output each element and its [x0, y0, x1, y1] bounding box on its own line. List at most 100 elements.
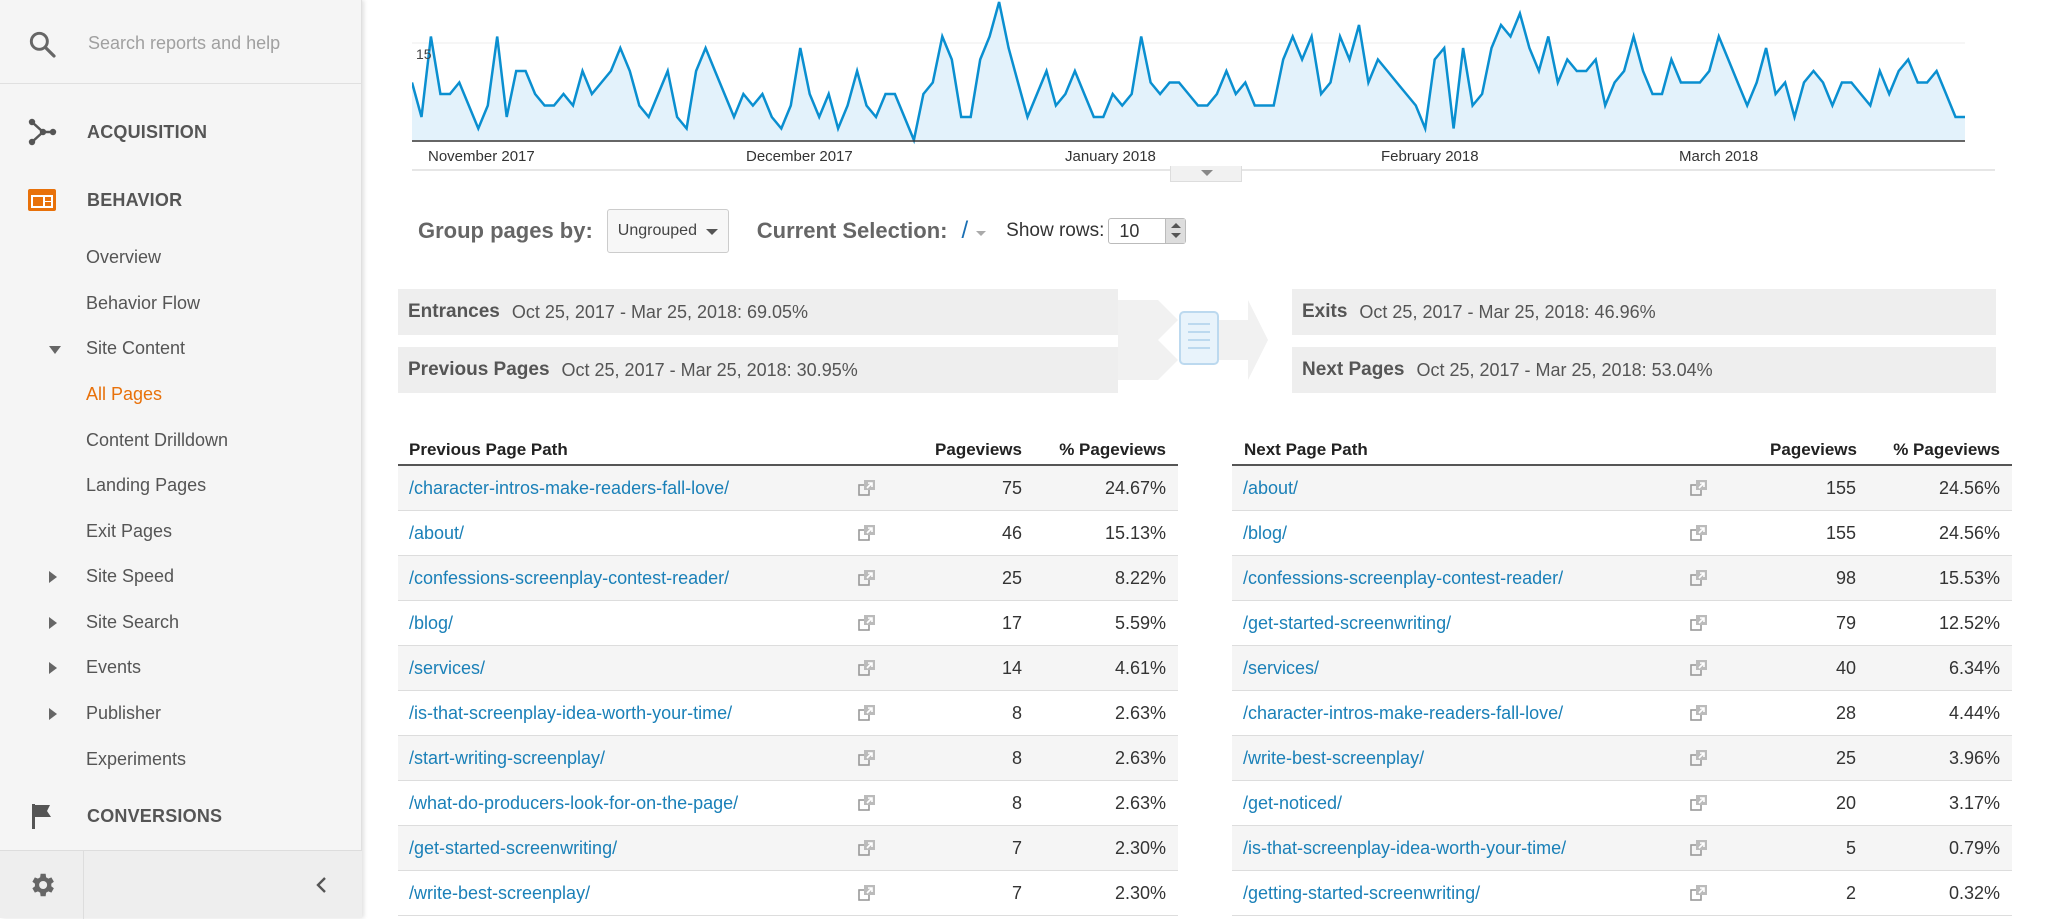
- search-input[interactable]: [88, 26, 338, 60]
- nav-site-speed[interactable]: Site Speed: [86, 566, 175, 586]
- table-row: /character-intros-make-readers-fall-love…: [1232, 691, 2012, 736]
- open-external-icon[interactable]: [858, 614, 876, 632]
- page-path-link[interactable]: /about/: [409, 523, 465, 543]
- page-path-link[interactable]: /write-best-screenplay/: [409, 883, 591, 903]
- pct-pageviews-value: 3.96%: [1948, 748, 2000, 768]
- x-tick-label: March 2018: [1679, 148, 1758, 165]
- chart-collapse-toggle[interactable]: [1170, 166, 1242, 182]
- col-pct-pageviews[interactable]: % Pageviews: [1893, 440, 2000, 459]
- open-external-icon[interactable]: [858, 749, 876, 767]
- page-path-link[interactable]: /character-intros-make-readers-fall-love…: [1243, 703, 1564, 723]
- pct-pageviews-value: 6.34%: [1948, 658, 2000, 678]
- pageviews-value: 14: [1001, 658, 1022, 678]
- open-external-icon[interactable]: [1690, 794, 1708, 812]
- table-row: /confessions-screenplay-contest-reader/2…: [398, 556, 1178, 601]
- show-rows-select[interactable]: 10: [1108, 218, 1187, 244]
- col-previous-page-path[interactable]: Previous Page Path: [409, 440, 568, 459]
- nav-publisher[interactable]: Publisher: [86, 703, 162, 723]
- previous-pages-value: Oct 25, 2017 - Mar 25, 2018: 30.95%: [561, 359, 858, 380]
- pageviews-value: 46: [1001, 523, 1022, 543]
- search-icon[interactable]: [26, 28, 58, 60]
- table-row: /about/46 15.13%: [398, 511, 1178, 556]
- page-path-link[interactable]: /get-noticed/: [1243, 793, 1343, 813]
- open-external-icon[interactable]: [858, 704, 876, 722]
- open-external-icon[interactable]: [858, 524, 876, 542]
- nav-content-drilldown[interactable]: Content Drilldown: [86, 430, 229, 450]
- open-external-icon[interactable]: [858, 839, 876, 857]
- page-path-link[interactable]: /get-started-screenwriting/: [1243, 613, 1452, 633]
- page-path-link[interactable]: /services/: [1243, 658, 1320, 678]
- nav-exit-pages[interactable]: Exit Pages: [86, 521, 173, 541]
- expand-site-speed-icon[interactable]: [49, 571, 57, 583]
- nav-acquisition[interactable]: ACQUISITION: [0, 107, 362, 157]
- table-row: /write-best-screenplay/7 2.30%: [398, 871, 1178, 916]
- pct-pageviews-value: 2.30%: [1114, 838, 1166, 858]
- flag-icon: [32, 804, 51, 829]
- open-external-icon[interactable]: [1690, 479, 1708, 497]
- pageviews-value: 25: [1835, 748, 1856, 768]
- col-next-page-path[interactable]: Next Page Path: [1244, 440, 1368, 459]
- open-external-icon[interactable]: [1690, 884, 1708, 902]
- expand-publisher-icon[interactable]: [49, 708, 57, 720]
- open-external-icon[interactable]: [1690, 839, 1708, 857]
- expand-events-icon[interactable]: [49, 662, 57, 674]
- next-pages-box: Next Pages Oct 25, 2017 - Mar 25, 2018: …: [1292, 347, 1996, 393]
- page-path-link[interactable]: /write-best-screenplay/: [1243, 748, 1425, 768]
- group-pages-dropdown[interactable]: Ungrouped: [606, 209, 729, 253]
- page-path-link[interactable]: /confessions-screenplay-contest-reader/: [1243, 568, 1564, 588]
- page-path-link[interactable]: /start-writing-screenplay/: [409, 748, 606, 768]
- nav-site-search[interactable]: Site Search: [86, 612, 180, 632]
- expand-site-content-icon[interactable]: [49, 346, 61, 354]
- open-external-icon[interactable]: [858, 569, 876, 587]
- open-external-icon[interactable]: [1690, 614, 1708, 632]
- table-row: /blog/155 24.56%: [1232, 511, 2012, 556]
- page-path-link[interactable]: /services/: [409, 658, 486, 678]
- page-path-link[interactable]: /about/: [1243, 478, 1299, 498]
- page-path-link[interactable]: /blog/: [1243, 523, 1288, 543]
- nav-events[interactable]: Events: [86, 657, 142, 677]
- next-page-table: Next Page Path Pageviews % Pageviews /ab…: [1232, 432, 2012, 916]
- page-path-link[interactable]: /getting-started-screenwriting/: [1243, 883, 1481, 903]
- page-path-link[interactable]: /blog/: [409, 613, 454, 633]
- open-external-icon[interactable]: [1690, 569, 1708, 587]
- nav-landing-pages[interactable]: Landing Pages: [86, 475, 207, 495]
- sidebar-footer: [0, 850, 362, 919]
- pageviews-value: 155: [1825, 478, 1856, 498]
- page-path-link[interactable]: /what-do-producers-look-for-on-the-page/: [409, 793, 739, 813]
- exits-box: Exits Oct 25, 2017 - Mar 25, 2018: 46.96…: [1292, 289, 1996, 335]
- nav-behavior-flow[interactable]: Behavior Flow: [86, 293, 201, 313]
- open-external-icon[interactable]: [1690, 659, 1708, 677]
- expand-site-search-icon[interactable]: [49, 617, 57, 629]
- nav-site-content[interactable]: Site Content: [86, 338, 186, 358]
- page-path-link[interactable]: /is-that-screenplay-idea-worth-your-time…: [1243, 838, 1567, 858]
- nav-overview[interactable]: Overview: [86, 247, 162, 267]
- pageviews-value: 7: [1011, 883, 1022, 903]
- page-path-link[interactable]: /character-intros-make-readers-fall-love…: [409, 478, 730, 498]
- collapse-sidebar-button[interactable]: [308, 871, 336, 899]
- admin-button[interactable]: [0, 851, 84, 919]
- open-external-icon[interactable]: [858, 884, 876, 902]
- open-external-icon[interactable]: [1690, 704, 1708, 722]
- nav-experiments[interactable]: Experiments: [86, 749, 187, 769]
- nav-behavior[interactable]: BEHAVIOR: [0, 175, 362, 225]
- page-path-link[interactable]: /confessions-screenplay-contest-reader/: [409, 568, 730, 588]
- open-external-icon[interactable]: [858, 794, 876, 812]
- nav-all-pages[interactable]: All Pages: [86, 384, 163, 404]
- open-external-icon[interactable]: [1690, 749, 1708, 767]
- col-pageviews[interactable]: Pageviews: [935, 440, 1022, 459]
- nav-conversions[interactable]: CONVERSIONS: [0, 791, 362, 841]
- current-selection-value[interactable]: /: [961, 217, 969, 244]
- open-external-icon[interactable]: [858, 479, 876, 497]
- open-external-icon[interactable]: [858, 659, 876, 677]
- page-flow-graphic: [1118, 300, 1268, 380]
- sidebar: ACQUISITION BEHAVIOR Overview Behavior F…: [0, 0, 362, 919]
- col-pageviews[interactable]: Pageviews: [1770, 440, 1857, 459]
- col-pct-pageviews[interactable]: % Pageviews: [1059, 440, 1166, 459]
- pageviews-value: 8: [1011, 703, 1022, 723]
- open-external-icon[interactable]: [1690, 524, 1708, 542]
- current-selection-chevron-icon[interactable]: [976, 230, 987, 236]
- nav-conversions-label: CONVERSIONS: [87, 805, 223, 826]
- page-path-link[interactable]: /get-started-screenwriting/: [409, 838, 618, 858]
- pct-pageviews-value: 4.44%: [1948, 703, 2000, 723]
- page-path-link[interactable]: /is-that-screenplay-idea-worth-your-time…: [409, 703, 733, 723]
